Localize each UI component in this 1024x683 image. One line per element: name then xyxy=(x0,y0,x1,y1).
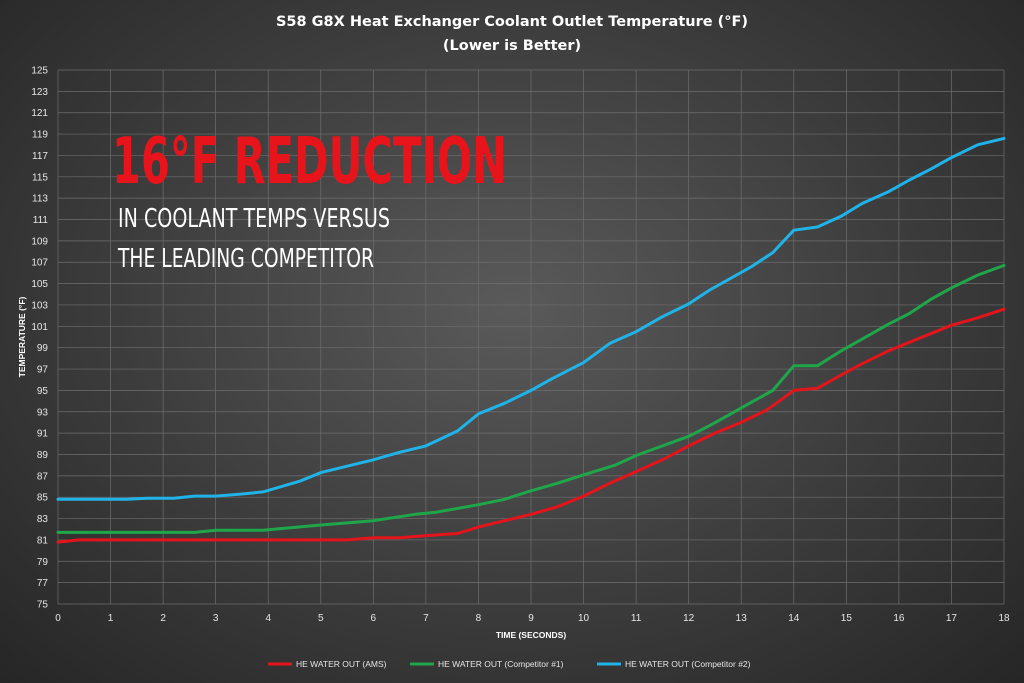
x-axis-ticks: 0 1 2 3 4 5 6 7 8 9 10 11 12 13 14 15 16 17 18 xyxy=(55,613,1010,624)
x-tick-label: 2 xyxy=(160,613,166,624)
y-tick-label: 105 xyxy=(31,279,48,290)
annotation-headline: 16°F REDUCTION xyxy=(112,125,507,199)
legend-entry: HE WATER OUT (AMS) xyxy=(296,659,387,669)
y-tick-label: 113 xyxy=(32,194,48,205)
y-tick-label: 111 xyxy=(33,215,49,226)
x-tick-label: 8 xyxy=(476,613,482,624)
series-line-2 xyxy=(56,263,1006,534)
y-tick-label: 107 xyxy=(31,258,48,269)
y-tick-label: 87 xyxy=(37,471,49,482)
y-axis-label: TEMPERATURE (°F) xyxy=(17,296,27,377)
y-axis-ticks: 75 77 79 81 83 85 87 89 91 93 95 97 99 101 103 105 107 10… xyxy=(31,66,48,611)
y-tick-label: 77 xyxy=(37,578,49,589)
x-tick-label: 7 xyxy=(423,613,429,624)
y-tick-label: 93 xyxy=(37,407,49,418)
y-tick-label: 83 xyxy=(37,514,49,525)
x-tick-label: 0 xyxy=(55,613,61,624)
x-tick-label: 1 xyxy=(108,613,114,624)
y-tick-label: 75 xyxy=(37,600,49,611)
y-tick-label: 103 xyxy=(31,300,48,311)
y-tick-label: 121 xyxy=(31,108,48,119)
x-tick-label: 13 xyxy=(736,613,748,624)
y-tick-label: 85 xyxy=(37,493,49,504)
x-tick-label: 3 xyxy=(213,613,219,624)
x-tick-label: 12 xyxy=(683,613,695,624)
y-tick-label: 119 xyxy=(32,130,48,141)
y-tick-label: 81 xyxy=(37,535,49,546)
legend-entry: HE WATER OUT (Competitor #1) xyxy=(438,659,564,669)
x-tick-label: 9 xyxy=(528,613,534,624)
series-line-3 xyxy=(56,136,1006,501)
x-axis-label: TIME (SECONDS) xyxy=(496,630,567,640)
chart-subtitle: (Lower is Better) xyxy=(443,38,581,54)
y-tick-label: 79 xyxy=(37,557,49,568)
y-tick-label: 91 xyxy=(37,429,49,440)
series-line-1 xyxy=(56,307,1006,544)
y-tick-label: 97 xyxy=(37,365,49,376)
y-tick-label: 117 xyxy=(32,151,48,162)
chart-title: S58 G8X Heat Exchanger Coolant Outlet Te… xyxy=(276,14,748,30)
y-tick-label: 109 xyxy=(31,236,48,247)
x-tick-label: 6 xyxy=(371,613,377,624)
annotation-line-2: THE LEADING COMPETITOR xyxy=(117,244,374,274)
y-tick-label: 95 xyxy=(37,386,49,397)
x-tick-label: 4 xyxy=(265,613,271,624)
series-lines xyxy=(56,136,1006,544)
y-tick-label: 99 xyxy=(37,343,49,354)
x-tick-label: 15 xyxy=(841,613,853,624)
y-tick-label: 115 xyxy=(32,172,48,183)
x-tick-label: 11 xyxy=(631,613,642,624)
y-tick-label: 125 xyxy=(31,66,48,77)
legend-entry: HE WATER OUT (Competitor #2) xyxy=(625,659,751,669)
x-tick-label: 10 xyxy=(578,613,590,624)
x-tick-label: 17 xyxy=(946,613,958,624)
annotation-line-1: IN COOLANT TEMPS VERSUS xyxy=(118,204,390,234)
x-tick-label: 14 xyxy=(788,613,800,624)
y-tick-label: 89 xyxy=(37,450,49,461)
legend: HE WATER OUT (AMS) HE WATER OUT (Competit… xyxy=(268,659,751,669)
x-tick-label: 5 xyxy=(318,613,324,624)
y-tick-label: 123 xyxy=(31,87,48,98)
x-tick-label: 18 xyxy=(998,613,1010,624)
x-tick-label: 16 xyxy=(893,613,905,624)
y-tick-label: 101 xyxy=(31,322,48,333)
